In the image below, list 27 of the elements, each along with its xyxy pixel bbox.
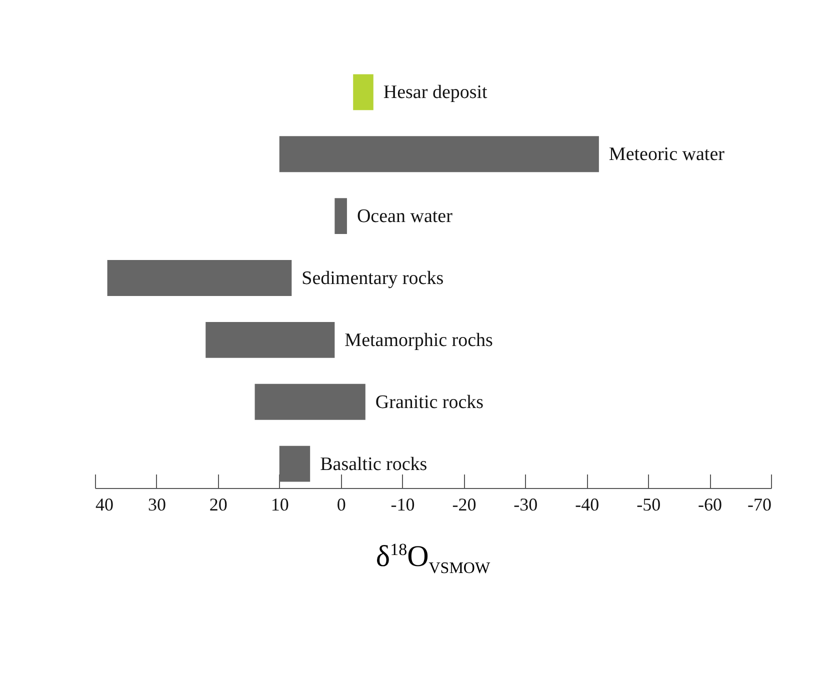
bar xyxy=(254,384,366,420)
bar xyxy=(279,136,599,172)
x-tick-label: -30 xyxy=(514,494,538,514)
x-tick-label: 40 xyxy=(96,494,114,514)
x-tick-label: 20 xyxy=(209,494,228,514)
x-tick-label: -60 xyxy=(698,494,722,514)
x-tick-label: -70 xyxy=(748,494,772,514)
x-axis-title: δ$^{18}$O$_{VSMOW}$ xyxy=(374,540,492,578)
bar xyxy=(353,74,374,110)
x-tick-label: -50 xyxy=(636,494,661,514)
x-tick-label: -40 xyxy=(575,494,600,514)
bar xyxy=(107,260,292,296)
bar xyxy=(334,198,347,234)
y-tick-label: Metamorphic rochs xyxy=(344,330,493,351)
y-tick-label: Granitic rocks xyxy=(375,392,484,413)
y-tick-label: Basaltic rocks xyxy=(320,454,428,475)
y-tick-label: Hesar deposit xyxy=(383,82,488,104)
bar xyxy=(279,446,310,482)
x-tick-label: -10 xyxy=(390,494,415,514)
y-tick-label: Sedimentary rocks xyxy=(302,268,444,289)
y-tick-label: Meteoric water xyxy=(608,144,726,166)
bar xyxy=(206,322,335,358)
x-tick-label: 30 xyxy=(148,494,166,514)
x-tick-label: 0 xyxy=(336,494,346,514)
x-tick-label: 10 xyxy=(270,494,289,514)
x-tick-label: -20 xyxy=(452,494,476,514)
y-tick-label: Ocean water xyxy=(356,206,454,228)
